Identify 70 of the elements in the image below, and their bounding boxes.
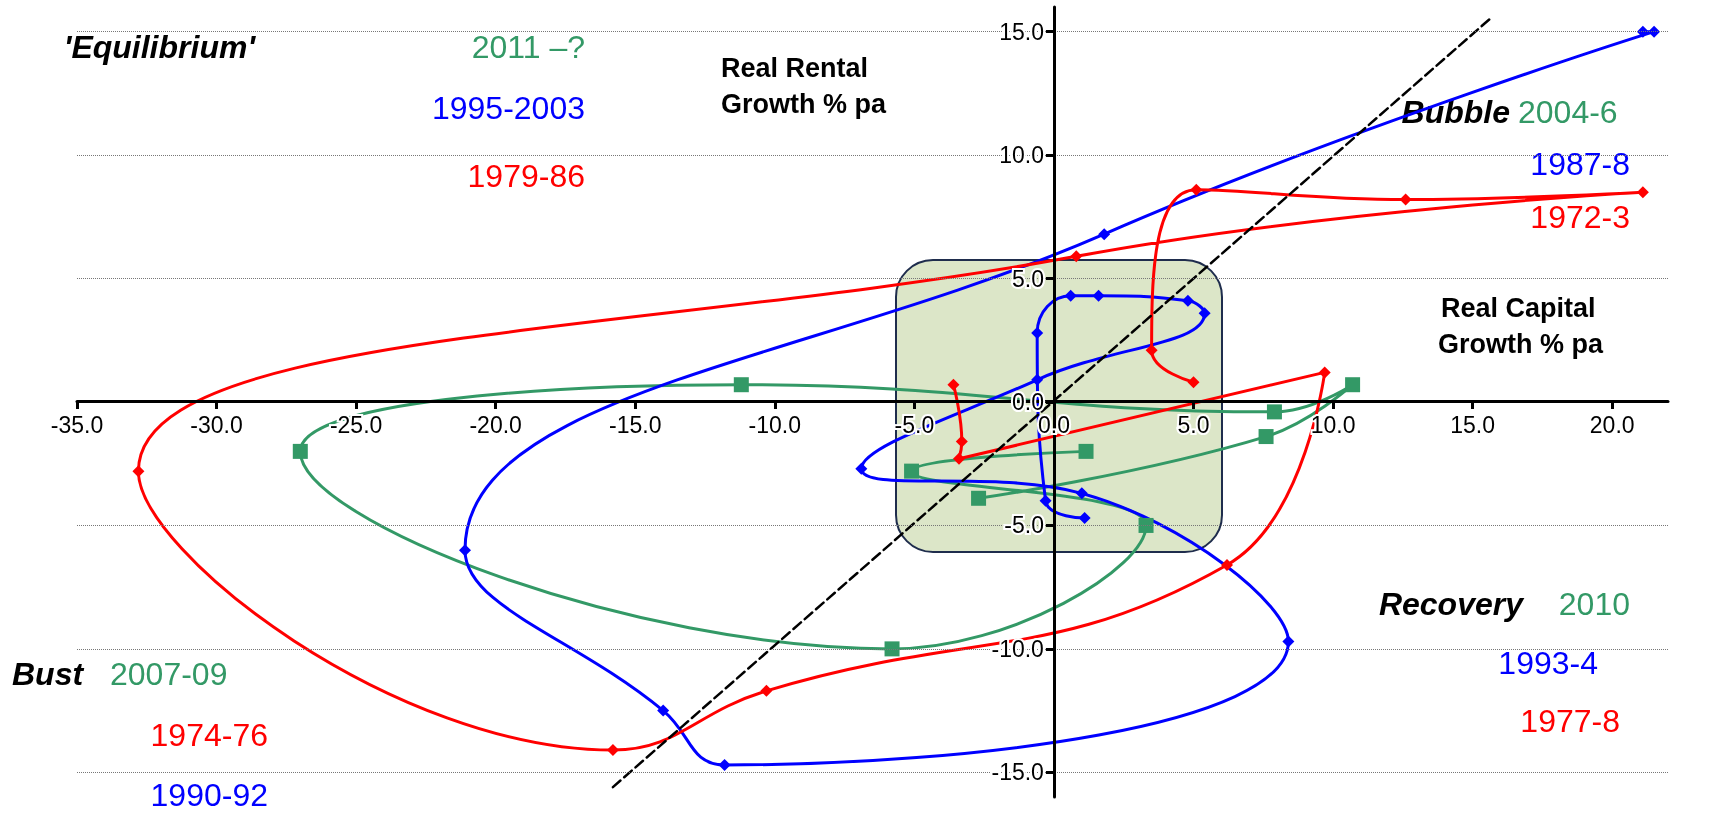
point <box>1345 377 1361 393</box>
annotation: 1972-3 <box>1530 199 1630 235</box>
annotation: 2004-6 <box>1518 94 1618 130</box>
x-tick-label: -35.0 <box>50 411 104 438</box>
y-tick-label: -5.0 <box>1004 512 1044 539</box>
annotation: 1974-76 <box>150 717 268 753</box>
point <box>955 435 968 448</box>
annotation: Bubble <box>1401 94 1510 130</box>
point <box>1220 558 1233 571</box>
annotation: 1990-92 <box>150 777 268 813</box>
x-tick-label: 15.0 <box>1450 411 1495 438</box>
point <box>1145 344 1158 357</box>
point <box>1636 25 1649 38</box>
annotation: Recovery <box>1378 586 1526 622</box>
point <box>1258 429 1274 445</box>
x-tick-label: -20.0 <box>469 411 522 438</box>
point <box>1266 404 1282 420</box>
point <box>1282 635 1295 648</box>
point <box>1187 376 1200 389</box>
point <box>971 490 987 506</box>
point <box>733 377 749 393</box>
x-tick-label: -25.0 <box>329 411 383 438</box>
annotation: 1979-86 <box>467 158 585 194</box>
point <box>1070 250 1083 263</box>
x-tick-label: -10.0 <box>748 411 802 438</box>
point <box>1064 289 1077 302</box>
point <box>657 704 670 717</box>
annotation: 2007-09 <box>110 656 228 692</box>
x-axis-title: Real Capital Growth % pa <box>1437 293 1604 359</box>
annotation: 1987-8 <box>1530 146 1630 182</box>
point <box>1031 326 1044 339</box>
point <box>458 544 471 557</box>
y-tick-label: 5.0 <box>1011 265 1044 292</box>
point <box>718 758 731 771</box>
point <box>1318 366 1331 379</box>
point <box>1190 183 1203 196</box>
point <box>855 462 868 475</box>
point <box>760 684 773 697</box>
point <box>884 641 900 657</box>
annotation: 2011 –? <box>471 29 585 65</box>
point <box>1181 294 1194 307</box>
x-tick-label: -30.0 <box>190 411 243 438</box>
annotation: Bust <box>12 656 85 692</box>
point <box>1138 517 1154 533</box>
y-tick-label: 15.0 <box>999 18 1044 45</box>
y-tick-label: -15.0 <box>991 759 1044 786</box>
point <box>1075 487 1088 500</box>
y-tick-label: -10.0 <box>991 635 1044 662</box>
point <box>947 378 960 391</box>
point <box>1098 228 1111 241</box>
point <box>904 463 920 479</box>
annotation: 1995-2003 <box>431 90 585 126</box>
point <box>1092 289 1105 302</box>
point <box>1648 25 1661 38</box>
x-tick-label: 5.0 <box>1177 411 1210 438</box>
y-axis-title: Real Rental Growth % pa <box>721 53 887 119</box>
annotation: 2010 <box>1558 586 1630 622</box>
annotation: 1993-4 <box>1498 645 1598 681</box>
point <box>1078 512 1091 525</box>
point <box>1039 494 1052 507</box>
x-tick-label: 20.0 <box>1589 411 1635 438</box>
x-tick-label: -15.0 <box>609 411 662 438</box>
point <box>953 452 966 465</box>
point <box>292 443 308 459</box>
annotation: 'Equilibrium' <box>63 29 257 65</box>
point <box>1078 443 1094 459</box>
point <box>1198 307 1211 320</box>
point <box>132 465 145 478</box>
annotation: 1977-8 <box>1520 703 1620 739</box>
y-tick-label: 10.0 <box>999 142 1044 169</box>
